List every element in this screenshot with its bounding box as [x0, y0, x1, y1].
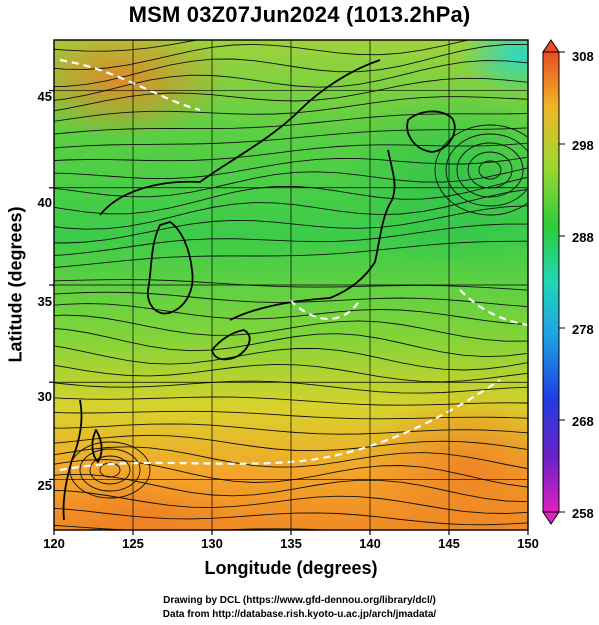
streamlines: [54, 40, 528, 530]
china-coast: [62, 399, 83, 521]
coastlines: [62, 59, 456, 521]
y-tick-label: 45: [37, 89, 52, 104]
streamline: [54, 176, 528, 215]
x-tick-label: 120: [43, 536, 65, 551]
kyushu-coast: [211, 329, 251, 361]
streamline: [54, 410, 528, 420]
axis-tick-marks: [49, 89, 529, 535]
streamline: [54, 205, 528, 244]
streamline: [54, 40, 471, 70]
colorbar-tick-label: 308: [572, 49, 594, 64]
korean-peninsula-coast: [146, 221, 194, 315]
warm-region-northwest: [54, 40, 230, 140]
streamline: [54, 434, 528, 452]
colorbar-max-arrow: [542, 39, 560, 53]
colorbar-tick-label: 268: [572, 414, 594, 429]
y-tick-label: 30: [37, 389, 52, 404]
map-title: MSM 03Z07Jun2024 (1013.2hPa): [128, 2, 471, 27]
honshu-coast: [229, 149, 396, 321]
credit-line: Drawing by DCL (https://www.gfd-dennou.o…: [163, 595, 436, 606]
streamline: [54, 156, 528, 180]
cyclone-streamline: [445, 133, 528, 207]
eddy-streamline: [89, 455, 131, 485]
colorbar-tick-marks: [559, 51, 565, 513]
streamline: [54, 328, 528, 358]
y-tick-label: 35: [37, 294, 52, 309]
x-tick-label: 130: [201, 536, 223, 551]
colorbar-tick-label: 298: [572, 138, 594, 153]
eddy-streamline: [99, 462, 121, 478]
colorbar-tick-label: 258: [572, 506, 594, 521]
cool-region-northeast: [460, 40, 528, 95]
streamline: [54, 167, 528, 198]
streamline: [54, 223, 528, 256]
credit-line: Data from http://database.rish.kyoto-u.a…: [162, 609, 437, 620]
streamline: [54, 507, 528, 526]
x-tick-label: 145: [438, 536, 460, 551]
eddy-streamline: [79, 448, 141, 492]
x-tick-label: 150: [517, 536, 539, 551]
cyclone-streamline: [456, 142, 524, 198]
streamline: [54, 113, 528, 135]
streamline: [54, 142, 528, 162]
streamline: [54, 188, 528, 230]
colorbar: [542, 51, 560, 513]
colorbar-tick-label: 288: [572, 230, 594, 245]
streamline: [54, 490, 528, 514]
streamline: [54, 77, 528, 112]
y-axis-label: Latitude (degrees): [5, 206, 26, 363]
streamline: [54, 279, 528, 291]
streamline: [54, 345, 528, 371]
cyclone-streamline: [434, 124, 528, 216]
y-tick-label: 25: [37, 478, 52, 493]
streamline: [54, 446, 528, 470]
streamline: [54, 423, 528, 435]
streamline: [54, 240, 528, 268]
streamline: [54, 127, 528, 149]
streamline: [54, 60, 528, 101]
streamline: [54, 40, 200, 52]
warm-region-southeast: [360, 390, 528, 530]
streamline: [54, 363, 528, 383]
streamline: [54, 314, 528, 342]
graticule: [54, 40, 528, 530]
y-tick-label: 40: [37, 195, 52, 210]
x-tick-label: 140: [359, 536, 381, 551]
mainland-coast: [99, 59, 381, 216]
cyclone-streamline: [478, 160, 502, 180]
x-tick-label: 135: [280, 536, 302, 551]
taiwan-coast: [91, 429, 103, 463]
streamline: [54, 43, 528, 87]
hokkaido-coast: [406, 110, 456, 153]
isotherm-lines: [59, 58, 528, 472]
streamline: [54, 396, 528, 406]
x-axis-label: Longitude (degrees): [204, 558, 378, 578]
streamline: [54, 303, 528, 325]
x-tick-label: 125: [122, 536, 144, 551]
colorbar-tick-label: 278: [572, 322, 594, 337]
colorbar-min-arrow: [542, 511, 560, 525]
streamline: [54, 380, 528, 394]
credits: Drawing by DCL (https://www.gfd-dennou.o…: [0, 594, 599, 622]
streamline: [54, 524, 334, 530]
